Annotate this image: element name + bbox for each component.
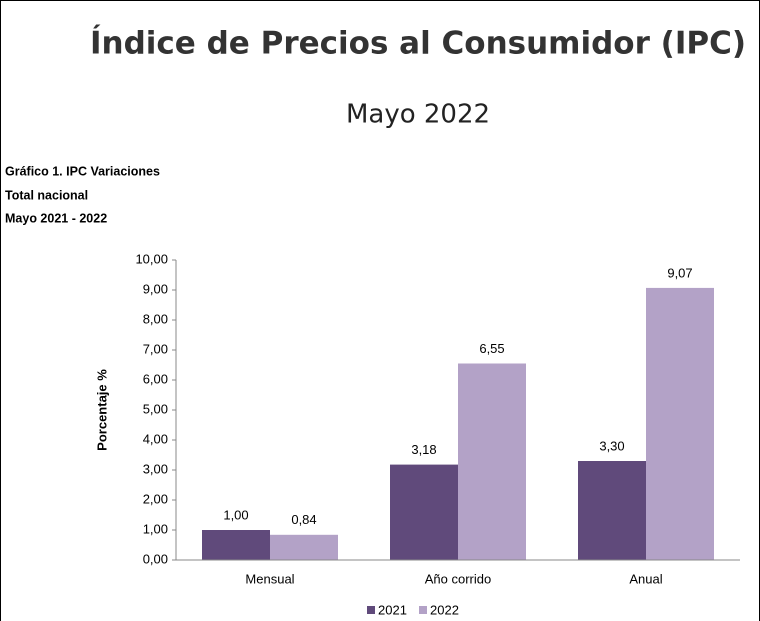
legend-label: 2022 [430, 602, 459, 617]
y-tick-label: 10,00 [135, 251, 168, 266]
y-tick-label: 5,00 [143, 401, 168, 416]
chart-subtitle: Mayo 2022 [346, 100, 490, 130]
value-label: 1,00 [223, 507, 248, 522]
value-label: 6,55 [479, 341, 504, 356]
y-tick-label: 8,00 [143, 311, 168, 326]
value-label: 9,07 [667, 265, 692, 280]
caption: Total nacional [5, 188, 88, 202]
caption: Mayo 2021 - 2022 [5, 211, 107, 225]
y-tick-label: 0,00 [143, 551, 168, 566]
bar [458, 363, 526, 560]
bar [578, 461, 646, 560]
y-tick-label: 6,00 [143, 371, 168, 386]
legend-swatch [367, 606, 375, 614]
y-tick-label: 1,00 [143, 521, 168, 536]
x-tick-label: Mensual [245, 571, 294, 586]
y-tick-label: 9,00 [143, 281, 168, 296]
value-label: 3,18 [411, 442, 436, 457]
value-label: 3,30 [599, 438, 624, 453]
value-label: 0,84 [291, 512, 316, 527]
caption: Gráfico 1. IPC Variaciones [5, 164, 160, 178]
bar [646, 287, 714, 560]
legend-label: 2021 [378, 602, 407, 617]
bar [390, 464, 458, 560]
y-tick-label: 7,00 [143, 341, 168, 356]
x-tick-label: Año corrido [425, 571, 491, 586]
y-tick-label: 3,00 [143, 461, 168, 476]
legend-swatch [419, 606, 427, 614]
y-tick-label: 2,00 [143, 491, 168, 506]
x-tick-label: Anual [629, 571, 662, 586]
y-tick-label: 4,00 [143, 431, 168, 446]
y-axis-label: Porcentaje % [94, 369, 109, 451]
bar [270, 534, 338, 560]
bar [202, 530, 270, 560]
chart-title: Índice de Precios al Consumidor (IPC) [90, 26, 746, 62]
